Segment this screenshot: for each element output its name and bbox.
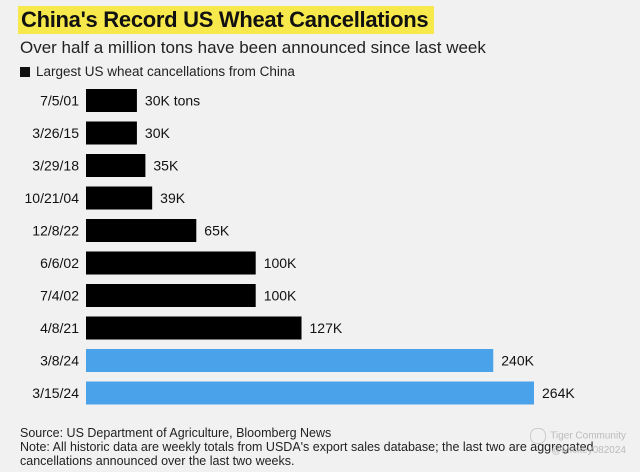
bar-7 bbox=[86, 316, 302, 340]
category-label-0: 7/5/01 bbox=[40, 93, 79, 109]
value-label-3: 39K bbox=[160, 190, 186, 206]
note-line-1: Note: All historic data are weekly total… bbox=[20, 440, 594, 454]
category-label-5: 6/6/02 bbox=[40, 255, 79, 271]
legend-swatch bbox=[20, 66, 30, 77]
title-wrap: China's Record US Wheat Cancellations bbox=[18, 6, 435, 34]
category-label-7: 4/8/21 bbox=[40, 320, 79, 336]
value-label-2: 35K bbox=[153, 158, 179, 174]
bar-chart: 7/5/01 30K tons 3/26/15 30K 3/29/18 35K 10/21/… bbox=[25, 89, 575, 405]
bar-6 bbox=[86, 284, 256, 307]
legend: Largest US wheat cancellations from Chin… bbox=[20, 64, 295, 79]
bar-8 bbox=[86, 349, 494, 372]
category-label-9: 3/15/24 bbox=[32, 385, 79, 401]
category-label-8: 3/8/24 bbox=[40, 353, 79, 369]
chart-subtitle: Over half a million tons have been annou… bbox=[20, 38, 486, 57]
category-label-6: 7/4/02 bbox=[40, 288, 79, 304]
watermark: Tiger Community @Mickey082024 bbox=[530, 428, 626, 458]
tiger-logo-icon bbox=[530, 428, 547, 444]
bar-2 bbox=[86, 154, 146, 177]
category-label-2: 3/29/18 bbox=[32, 158, 79, 174]
value-label-0: 30K tons bbox=[145, 93, 200, 109]
value-label-1: 30K bbox=[145, 125, 171, 141]
legend-label: Largest US wheat cancellations from Chin… bbox=[36, 64, 295, 79]
bar-3 bbox=[86, 186, 153, 210]
note-line-2: cancellations announced over the last tw… bbox=[20, 454, 295, 468]
category-label-3: 10/21/04 bbox=[25, 190, 80, 206]
footer: Source: US Department of Agriculture, Bl… bbox=[20, 426, 620, 468]
value-label-6: 100K bbox=[264, 288, 297, 304]
bar-4 bbox=[86, 219, 197, 242]
value-label-4: 65K bbox=[204, 223, 230, 239]
bar-0 bbox=[86, 89, 137, 112]
value-label-5: 100K bbox=[264, 255, 297, 271]
value-label-7: 127K bbox=[310, 320, 343, 336]
category-label-4: 12/8/22 bbox=[32, 223, 79, 239]
bar-1 bbox=[86, 121, 137, 145]
watermark-handle: @Mickey082024 bbox=[551, 445, 626, 456]
category-label-1: 3/26/15 bbox=[32, 125, 79, 141]
value-label-9: 264K bbox=[542, 385, 575, 401]
bar-9 bbox=[86, 381, 534, 405]
watermark-brand: Tiger Community bbox=[550, 430, 626, 442]
source-note: Source: US Department of Agriculture, Bl… bbox=[20, 426, 332, 440]
chart-title: China's Record US Wheat Cancellations bbox=[18, 6, 435, 34]
bar-5 bbox=[86, 251, 256, 275]
value-label-8: 240K bbox=[501, 353, 534, 369]
